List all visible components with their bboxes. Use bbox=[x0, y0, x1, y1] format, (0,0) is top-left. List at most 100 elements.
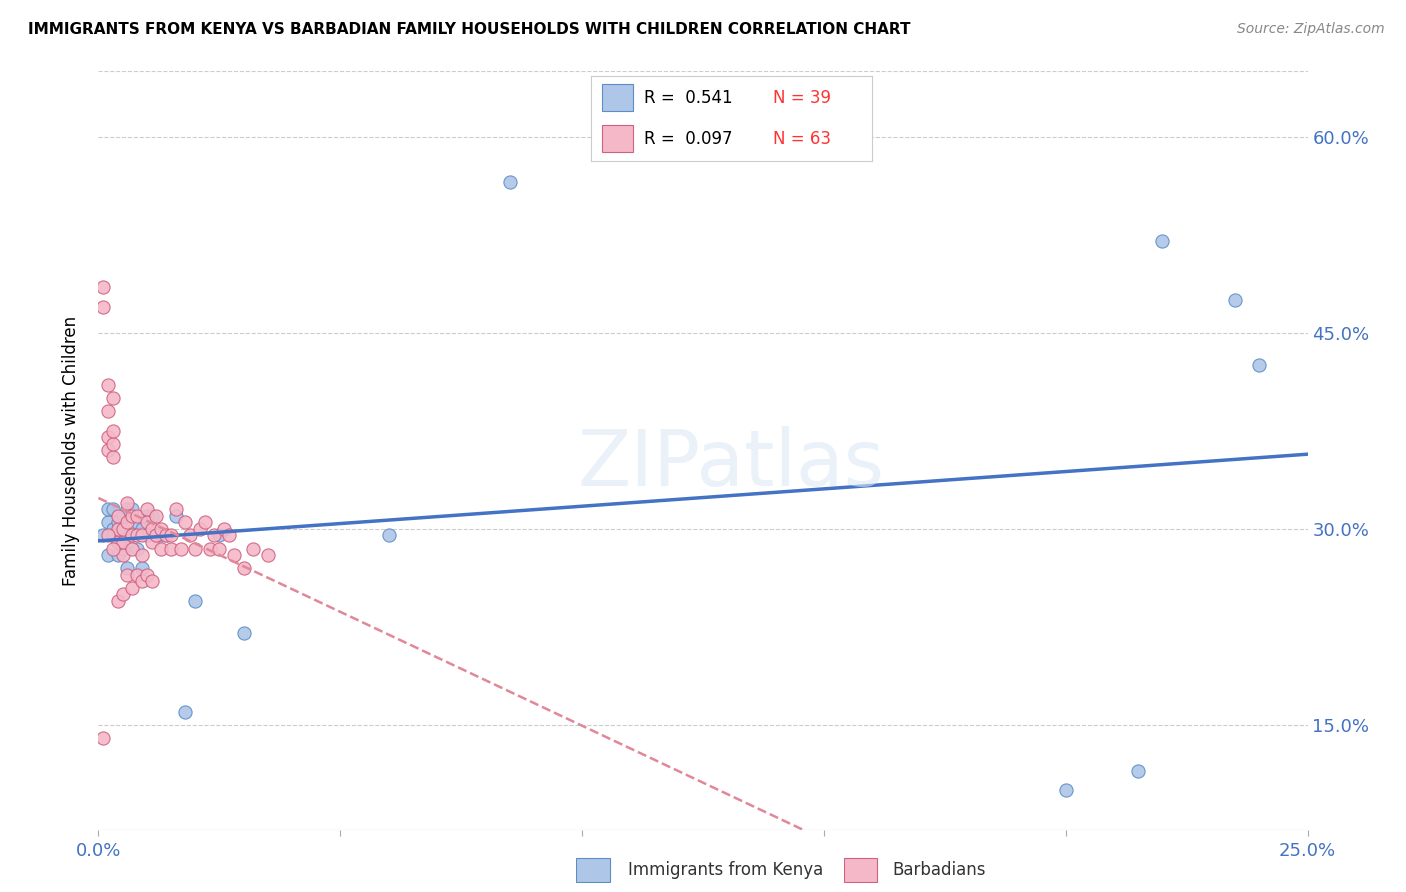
Point bbox=[121, 528, 143, 542]
Text: N = 39: N = 39 bbox=[773, 89, 831, 107]
Point bbox=[174, 705, 197, 719]
Text: Barbadians: Barbadians bbox=[893, 861, 987, 879]
Point bbox=[218, 528, 240, 542]
Point bbox=[131, 528, 153, 542]
Point bbox=[135, 502, 157, 516]
Point bbox=[97, 516, 120, 530]
Point bbox=[107, 548, 129, 562]
Point bbox=[188, 522, 211, 536]
Point bbox=[121, 508, 143, 523]
Point bbox=[97, 528, 120, 542]
Point bbox=[184, 541, 207, 556]
Point bbox=[498, 176, 520, 190]
Point bbox=[101, 541, 124, 556]
Y-axis label: Family Households with Children: Family Households with Children bbox=[62, 316, 80, 585]
Point bbox=[97, 502, 120, 516]
Point bbox=[101, 502, 124, 516]
Point bbox=[111, 535, 134, 549]
Point bbox=[111, 508, 134, 523]
Point bbox=[145, 528, 167, 542]
Text: R =  0.097: R = 0.097 bbox=[644, 129, 733, 147]
Point bbox=[131, 548, 153, 562]
Point bbox=[97, 548, 120, 562]
Point bbox=[101, 437, 124, 451]
Point bbox=[212, 522, 235, 536]
Point bbox=[101, 528, 124, 542]
Point bbox=[1249, 359, 1271, 373]
Point bbox=[165, 502, 187, 516]
Point bbox=[135, 567, 157, 582]
Point bbox=[198, 541, 221, 556]
Point bbox=[117, 496, 139, 510]
Point bbox=[101, 391, 124, 405]
Point bbox=[127, 508, 149, 523]
Point bbox=[169, 541, 191, 556]
Point bbox=[141, 522, 163, 536]
Point bbox=[135, 528, 157, 542]
Point bbox=[117, 561, 139, 575]
Point bbox=[121, 581, 143, 595]
Point bbox=[117, 528, 139, 542]
Point bbox=[232, 561, 254, 575]
Point bbox=[155, 528, 177, 542]
Point bbox=[91, 280, 114, 294]
Text: Immigrants from Kenya: Immigrants from Kenya bbox=[628, 861, 824, 879]
Point bbox=[97, 378, 120, 392]
Point bbox=[1152, 235, 1174, 249]
Point bbox=[174, 516, 197, 530]
Point bbox=[111, 522, 134, 536]
Point bbox=[91, 300, 114, 314]
Point bbox=[131, 561, 153, 575]
Text: IMMIGRANTS FROM KENYA VS BARBADIAN FAMILY HOUSEHOLDS WITH CHILDREN CORRELATION C: IMMIGRANTS FROM KENYA VS BARBADIAN FAMIL… bbox=[28, 22, 911, 37]
Point bbox=[107, 522, 129, 536]
Point bbox=[208, 541, 231, 556]
Point bbox=[117, 502, 139, 516]
Text: N = 63: N = 63 bbox=[773, 129, 831, 147]
Bar bbox=[602, 85, 633, 112]
Point bbox=[256, 548, 278, 562]
Point bbox=[107, 516, 129, 530]
Point bbox=[111, 548, 134, 562]
Point bbox=[111, 587, 134, 601]
Point bbox=[141, 508, 163, 523]
Point bbox=[135, 508, 157, 523]
Point bbox=[97, 443, 120, 458]
Point bbox=[150, 528, 173, 542]
Point bbox=[127, 541, 149, 556]
Text: ZIPatlas: ZIPatlas bbox=[578, 425, 884, 502]
Point bbox=[208, 528, 231, 542]
Point bbox=[101, 522, 124, 536]
Point bbox=[127, 567, 149, 582]
Point bbox=[179, 528, 201, 542]
Point bbox=[97, 430, 120, 444]
Point bbox=[222, 548, 245, 562]
Point bbox=[204, 528, 226, 542]
Point bbox=[131, 574, 153, 589]
Point bbox=[141, 574, 163, 589]
Point bbox=[107, 508, 129, 523]
Point bbox=[141, 535, 163, 549]
Point bbox=[101, 450, 124, 464]
Point bbox=[242, 541, 264, 556]
Point bbox=[377, 528, 399, 542]
Point bbox=[1223, 293, 1246, 307]
Point bbox=[107, 535, 129, 549]
Point bbox=[121, 541, 143, 556]
Point bbox=[111, 541, 134, 556]
Point bbox=[150, 541, 173, 556]
Point bbox=[117, 516, 139, 530]
Point bbox=[107, 594, 129, 608]
Point bbox=[1128, 764, 1150, 778]
Text: Source: ZipAtlas.com: Source: ZipAtlas.com bbox=[1237, 22, 1385, 37]
Point bbox=[97, 404, 120, 418]
Point bbox=[145, 508, 167, 523]
Point bbox=[194, 516, 217, 530]
Text: R =  0.541: R = 0.541 bbox=[644, 89, 733, 107]
Point bbox=[101, 424, 124, 438]
Point bbox=[145, 528, 167, 542]
Point bbox=[91, 731, 114, 745]
Point bbox=[155, 528, 177, 542]
Point bbox=[117, 567, 139, 582]
Point bbox=[135, 516, 157, 530]
Point bbox=[1054, 783, 1077, 797]
